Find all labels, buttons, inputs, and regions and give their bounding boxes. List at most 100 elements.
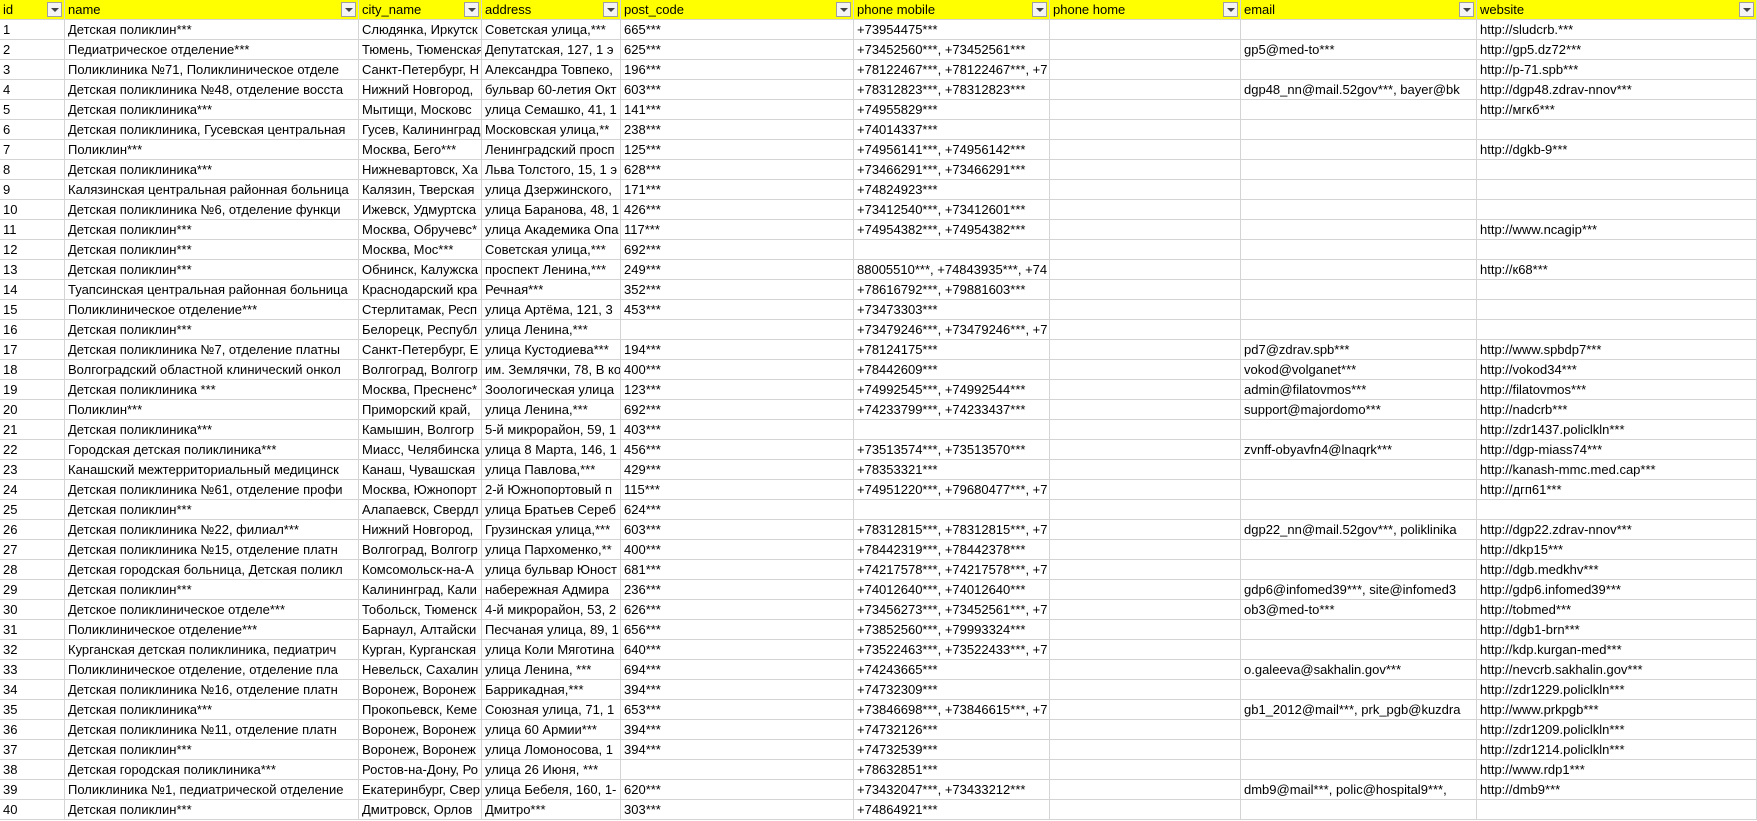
cell[interactable]	[1050, 60, 1241, 80]
cell[interactable]: http://www.spbdp7***	[1477, 340, 1757, 360]
cell[interactable]	[1050, 380, 1241, 400]
cell[interactable]: +74864921***	[854, 800, 1050, 820]
cell[interactable]: 628***	[621, 160, 854, 180]
cell[interactable]	[1050, 540, 1241, 560]
cell[interactable]: Дмитровск, Орлов	[359, 800, 482, 820]
cell[interactable]	[621, 320, 854, 340]
filter-button[interactable]	[464, 2, 479, 17]
cell[interactable]	[1050, 80, 1241, 100]
cell[interactable]: 18	[0, 360, 65, 380]
cell[interactable]: http://dgp48.zdrav-nnov***	[1477, 80, 1757, 100]
cell[interactable]: http://vokod34***	[1477, 360, 1757, 380]
cell[interactable]	[1050, 600, 1241, 620]
cell[interactable]: +74951220***, +79680477***, +7	[854, 480, 1050, 500]
cell[interactable]: 5-й микрорайон, 59, 1	[482, 420, 621, 440]
cell[interactable]: Детская поликлиника №6, отделение функци	[65, 200, 359, 220]
cell[interactable]: 681***	[621, 560, 854, 580]
cell[interactable]: улица Баранова, 48, 1	[482, 200, 621, 220]
cell[interactable]	[1241, 60, 1477, 80]
cell[interactable]	[1477, 800, 1757, 820]
cell[interactable]: Детская поликлиника ***	[65, 380, 359, 400]
cell[interactable]: http://к68***	[1477, 260, 1757, 280]
cell[interactable]: Ленинградский просп	[482, 140, 621, 160]
cell[interactable]: vokod@volganet***	[1241, 360, 1477, 380]
cell[interactable]: 4-й микрорайон, 53, 2	[482, 600, 621, 620]
cell[interactable]: Екатеринбург, Свер	[359, 780, 482, 800]
cell[interactable]	[1050, 240, 1241, 260]
cell[interactable]: +73522463***, +73522433***, +7	[854, 640, 1050, 660]
cell[interactable]: http://zdr1437.policlkln***	[1477, 420, 1757, 440]
cell[interactable]: pd7@zdrav.spb***	[1241, 340, 1477, 360]
cell[interactable]	[854, 420, 1050, 440]
cell[interactable]: 16	[0, 320, 65, 340]
cell[interactable]: Детская поликлиника, Гусевская центральн…	[65, 120, 359, 140]
cell[interactable]	[1050, 720, 1241, 740]
cell[interactable]: Детская поликлиника***	[65, 100, 359, 120]
cell[interactable]: Нижний Новгород,	[359, 80, 482, 100]
cell[interactable]: улица Дзержинского,	[482, 180, 621, 200]
cell[interactable]	[1241, 20, 1477, 40]
cell[interactable]: 656***	[621, 620, 854, 640]
cell[interactable]: 28	[0, 560, 65, 580]
cell[interactable]: 626***	[621, 600, 854, 620]
cell[interactable]: 2	[0, 40, 65, 60]
filter-button[interactable]	[603, 2, 618, 17]
cell[interactable]: ob3@med-to***	[1241, 600, 1477, 620]
cell[interactable]: http://dgkb-9***	[1477, 140, 1757, 160]
cell[interactable]: Москва, Бего***	[359, 140, 482, 160]
cell[interactable]	[1241, 500, 1477, 520]
cell[interactable]: Невельск, Сахалин	[359, 660, 482, 680]
cell[interactable]: +74233799***, +74233437***	[854, 400, 1050, 420]
cell[interactable]: 117***	[621, 220, 854, 240]
cell[interactable]: +73466291***, +73466291***	[854, 160, 1050, 180]
cell[interactable]: 25	[0, 500, 65, 520]
cell[interactable]: Поликлиника №71, Поликлиническое отделе	[65, 60, 359, 80]
cell[interactable]: 33	[0, 660, 65, 680]
cell[interactable]: Александра Товпеко,	[482, 60, 621, 80]
cell[interactable]: Канаш, Чувашская	[359, 460, 482, 480]
cell[interactable]: 17	[0, 340, 65, 360]
cell[interactable]: 236***	[621, 580, 854, 600]
cell[interactable]: http://dgp22.zdrav-nnov***	[1477, 520, 1757, 540]
cell[interactable]	[1241, 420, 1477, 440]
cell[interactable]: 23	[0, 460, 65, 480]
cell[interactable]: Детская поликлиника №48, отделение восст…	[65, 80, 359, 100]
cell[interactable]: 238***	[621, 120, 854, 140]
cell[interactable]: Детская поликлин***	[65, 260, 359, 280]
cell[interactable]: Педиатрическое отделение***	[65, 40, 359, 60]
cell[interactable]: улица Братьев Сереб	[482, 500, 621, 520]
cell[interactable]: 692***	[621, 240, 854, 260]
cell[interactable]: Детская поликлиника №61, отделение профи	[65, 480, 359, 500]
cell[interactable]: http://kanash-mmc.med.cap***	[1477, 460, 1757, 480]
cell[interactable]: +74243665***	[854, 660, 1050, 680]
cell[interactable]: Краснодарский кра	[359, 280, 482, 300]
cell[interactable]: 171***	[621, 180, 854, 200]
cell[interactable]: Льва Толстого, 15, 1 э	[482, 160, 621, 180]
cell[interactable]: набережная Адмира	[482, 580, 621, 600]
cell[interactable]: бульвар 60-летия Окт	[482, 80, 621, 100]
cell[interactable]	[1477, 500, 1757, 520]
cell[interactable]	[1050, 780, 1241, 800]
cell[interactable]: 35	[0, 700, 65, 720]
cell[interactable]: http://zdr1209.policlkln***	[1477, 720, 1757, 740]
cell[interactable]: улица Ленина,***	[482, 320, 621, 340]
cell[interactable]: +78312815***, +78312815***, +7	[854, 520, 1050, 540]
cell[interactable]	[1050, 400, 1241, 420]
cell[interactable]: Москва, Южнопорт	[359, 480, 482, 500]
cell[interactable]	[1241, 540, 1477, 560]
cell[interactable]: http://www.rdp1***	[1477, 760, 1757, 780]
cell[interactable]: 26	[0, 520, 65, 540]
cell[interactable]	[1241, 760, 1477, 780]
cell[interactable]	[1241, 100, 1477, 120]
cell[interactable]: +73954475***	[854, 20, 1050, 40]
filter-button[interactable]	[1223, 2, 1238, 17]
cell[interactable]: Калязин, Тверская	[359, 180, 482, 200]
cell[interactable]: Комсомольск-на-А	[359, 560, 482, 580]
cell[interactable]	[1241, 640, 1477, 660]
cell[interactable]	[1241, 620, 1477, 640]
cell[interactable]: +73432047***, +73433212***	[854, 780, 1050, 800]
cell[interactable]	[1241, 300, 1477, 320]
cell[interactable]	[1050, 740, 1241, 760]
cell[interactable]: Детская поликлиника №15, отделение платн	[65, 540, 359, 560]
cell[interactable]: 640***	[621, 640, 854, 660]
